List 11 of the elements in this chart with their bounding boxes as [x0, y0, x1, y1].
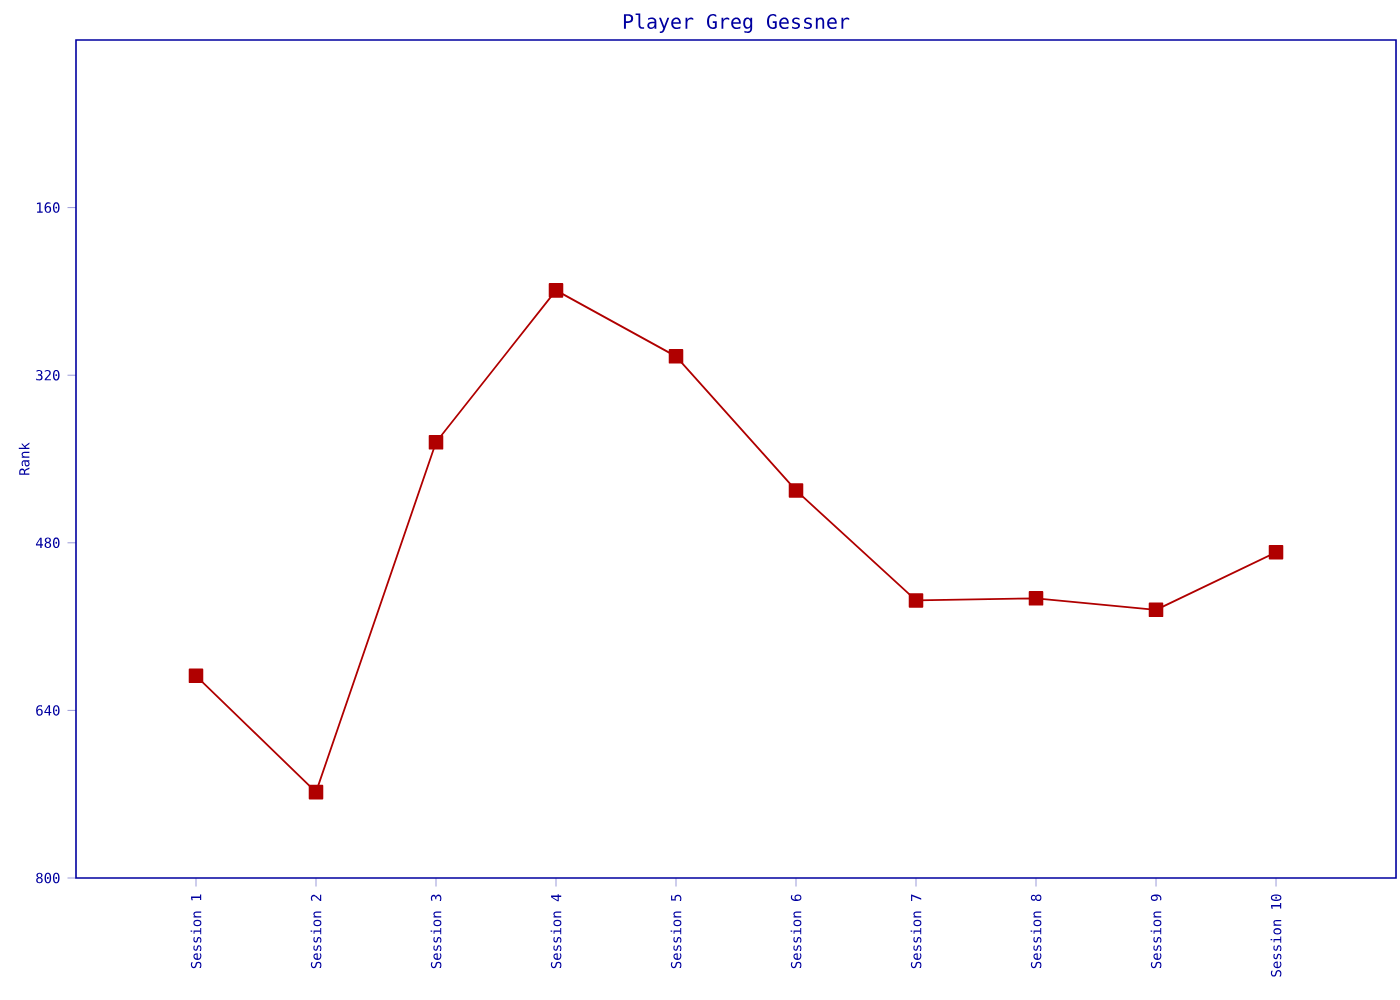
point	[1028, 591, 1044, 606]
point	[908, 593, 924, 608]
point	[428, 434, 444, 450]
point	[548, 283, 564, 298]
point	[1148, 602, 1164, 618]
point	[668, 349, 684, 364]
point	[1268, 544, 1284, 560]
chart-title: Player Greg Gessner	[623, 13, 850, 34]
point	[308, 784, 324, 800]
point	[188, 668, 204, 684]
point	[788, 483, 804, 498]
